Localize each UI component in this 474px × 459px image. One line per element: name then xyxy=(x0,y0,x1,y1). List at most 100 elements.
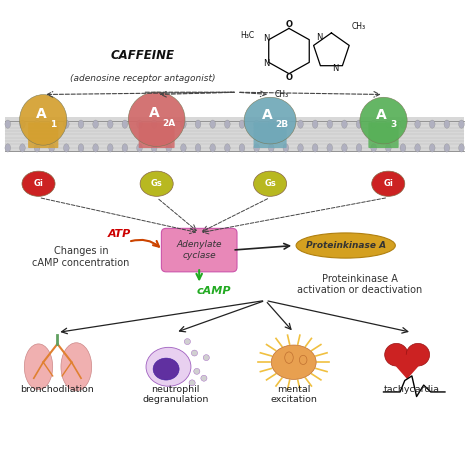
Ellipse shape xyxy=(146,347,191,386)
Ellipse shape xyxy=(181,120,186,128)
Ellipse shape xyxy=(444,120,450,128)
Ellipse shape xyxy=(372,171,405,196)
Text: A: A xyxy=(148,106,159,120)
Text: 2A: 2A xyxy=(163,119,176,128)
Ellipse shape xyxy=(271,345,316,380)
Text: tachycardia: tachycardia xyxy=(384,385,440,394)
Ellipse shape xyxy=(93,144,99,152)
Text: Proteinkinase A: Proteinkinase A xyxy=(306,241,386,250)
Ellipse shape xyxy=(210,144,216,152)
Ellipse shape xyxy=(122,120,128,128)
Ellipse shape xyxy=(22,171,55,196)
Ellipse shape xyxy=(296,233,395,258)
Ellipse shape xyxy=(444,144,450,152)
Ellipse shape xyxy=(342,144,347,152)
Ellipse shape xyxy=(327,120,333,128)
Ellipse shape xyxy=(371,120,376,128)
Ellipse shape xyxy=(244,97,296,144)
Text: CH₃: CH₃ xyxy=(352,22,366,31)
Text: N: N xyxy=(264,59,270,68)
Ellipse shape xyxy=(312,120,318,128)
Text: bronchodilation: bronchodilation xyxy=(20,385,94,394)
Ellipse shape xyxy=(429,120,435,128)
Ellipse shape xyxy=(140,171,173,196)
Text: 1: 1 xyxy=(51,119,57,129)
Ellipse shape xyxy=(128,92,185,146)
Ellipse shape xyxy=(19,120,25,128)
Text: A: A xyxy=(262,108,273,122)
Text: O: O xyxy=(285,73,292,82)
Text: Gs: Gs xyxy=(264,179,276,188)
FancyBboxPatch shape xyxy=(5,117,464,152)
Ellipse shape xyxy=(400,120,406,128)
Ellipse shape xyxy=(239,120,245,128)
Ellipse shape xyxy=(108,120,113,128)
Text: neutrophil
degranulation: neutrophil degranulation xyxy=(142,385,209,404)
Ellipse shape xyxy=(225,120,230,128)
Ellipse shape xyxy=(201,375,207,381)
Ellipse shape xyxy=(5,144,10,152)
Ellipse shape xyxy=(24,344,53,390)
Ellipse shape xyxy=(203,355,210,361)
Ellipse shape xyxy=(19,95,67,145)
Ellipse shape xyxy=(298,144,303,152)
Ellipse shape xyxy=(93,120,99,128)
Ellipse shape xyxy=(385,120,391,128)
Ellipse shape xyxy=(122,144,128,152)
Ellipse shape xyxy=(61,343,91,391)
Ellipse shape xyxy=(342,120,347,128)
Ellipse shape xyxy=(108,144,113,152)
Text: (adenosine receptor antagonist): (adenosine receptor antagonist) xyxy=(70,74,215,83)
Ellipse shape xyxy=(356,120,362,128)
Text: A: A xyxy=(36,107,46,121)
Ellipse shape xyxy=(283,144,289,152)
Text: N: N xyxy=(264,34,270,43)
Ellipse shape xyxy=(191,350,198,356)
Ellipse shape xyxy=(64,144,69,152)
Ellipse shape xyxy=(137,144,142,152)
Ellipse shape xyxy=(356,144,362,152)
Ellipse shape xyxy=(78,144,84,152)
Ellipse shape xyxy=(312,144,318,152)
Ellipse shape xyxy=(194,369,200,375)
Text: CH₃: CH₃ xyxy=(275,90,289,99)
Ellipse shape xyxy=(371,144,376,152)
Ellipse shape xyxy=(254,120,259,128)
Ellipse shape xyxy=(254,171,287,196)
Ellipse shape xyxy=(459,144,465,152)
Text: N: N xyxy=(332,64,338,73)
Ellipse shape xyxy=(137,120,142,128)
Text: Proteinkinase A
activation or deactivation: Proteinkinase A activation or deactivati… xyxy=(297,274,422,295)
Ellipse shape xyxy=(195,144,201,152)
Ellipse shape xyxy=(34,144,40,152)
Ellipse shape xyxy=(400,144,406,152)
Ellipse shape xyxy=(459,120,465,128)
Ellipse shape xyxy=(195,120,201,128)
Ellipse shape xyxy=(225,144,230,152)
Ellipse shape xyxy=(268,120,274,128)
Ellipse shape xyxy=(360,97,407,144)
Text: mental
excitation: mental excitation xyxy=(270,385,317,404)
Text: cAMP: cAMP xyxy=(196,286,231,296)
Text: Gi: Gi xyxy=(383,179,393,188)
Text: ATP: ATP xyxy=(107,229,130,239)
Ellipse shape xyxy=(298,120,303,128)
Ellipse shape xyxy=(415,120,420,128)
Text: H₃C: H₃C xyxy=(240,31,254,39)
Ellipse shape xyxy=(254,144,259,152)
Text: O: O xyxy=(285,20,292,29)
Ellipse shape xyxy=(268,144,274,152)
Ellipse shape xyxy=(385,343,408,366)
Ellipse shape xyxy=(429,144,435,152)
Text: Gi: Gi xyxy=(34,179,44,188)
Polygon shape xyxy=(385,355,428,379)
Ellipse shape xyxy=(210,120,216,128)
Ellipse shape xyxy=(166,120,172,128)
Ellipse shape xyxy=(327,144,333,152)
FancyBboxPatch shape xyxy=(254,123,287,148)
Ellipse shape xyxy=(5,120,10,128)
Text: 3: 3 xyxy=(391,120,397,129)
Ellipse shape xyxy=(49,144,55,152)
Ellipse shape xyxy=(189,380,195,386)
Ellipse shape xyxy=(19,144,25,152)
